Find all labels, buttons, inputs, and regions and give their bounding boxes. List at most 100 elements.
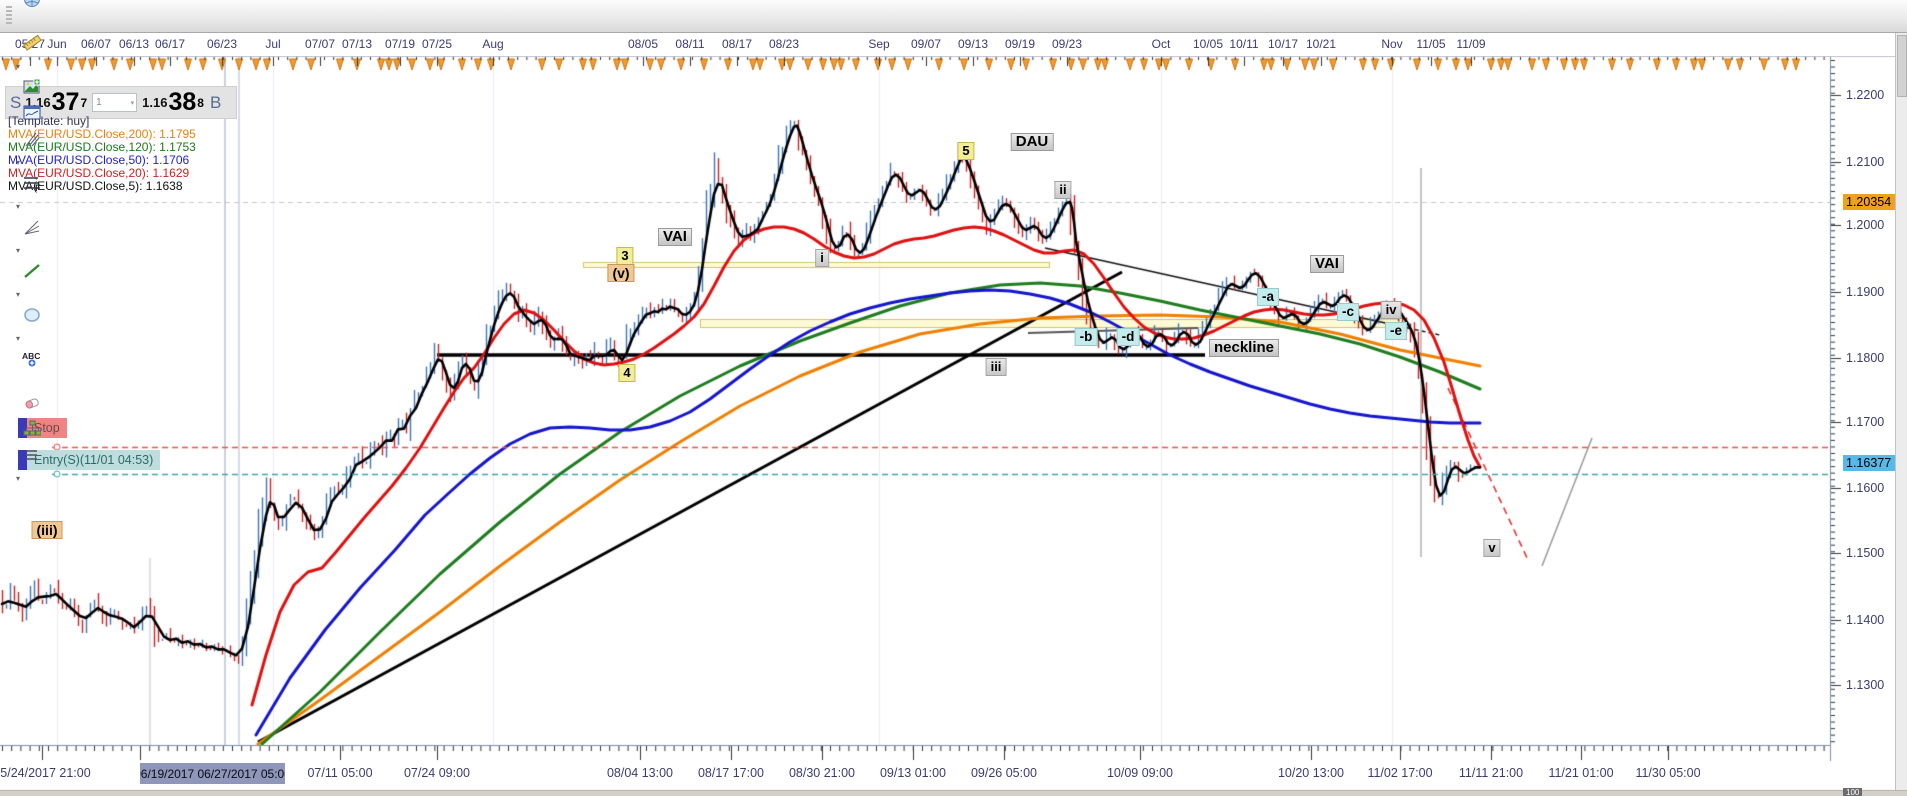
price-axis[interactable]: 1.2200 1.2100 1.2000 1.1900 1.1800 1.1700 1.16… [1830, 56, 1907, 764]
fibonacci-icon[interactable]: F [18, 170, 46, 196]
bottom-axis-label: 09/26 05:00 [970, 766, 1038, 780]
bottom-axis-label: 09/13 01:00 [879, 766, 947, 780]
top-axis-label: 10/05 [1192, 37, 1224, 51]
svg-text:F: F [35, 183, 41, 192]
fibonacci-icon-caret[interactable]: ▾ [16, 202, 21, 211]
wave-iii-paren-label[interactable]: (iii) [31, 521, 63, 539]
pitchfork-icon-caret[interactable]: ▾ [16, 158, 21, 167]
bid-price-big[interactable]: 37 [51, 88, 80, 116]
dau-label[interactable]: DAU [1010, 133, 1054, 151]
pitchfork-icon[interactable] [18, 126, 46, 152]
sell-side-label: S [10, 92, 22, 112]
top-axis-label: 08/11 [675, 37, 705, 51]
toolbar-grip[interactable] [6, 6, 12, 26]
wave-c-label[interactable]: -c [1336, 303, 1360, 321]
entry-order-chip[interactable]: Entry(S)(11/01 04:53) [18, 450, 161, 470]
buy-side-label: B [209, 92, 222, 112]
vai-left-label[interactable]: VAI [658, 228, 692, 246]
wave-e-label[interactable]: -e [1384, 322, 1408, 340]
amount-dropdown-icon[interactable]: ▾ [130, 99, 135, 107]
top-axis-label: 06/23 [206, 37, 238, 51]
image-icon[interactable] [18, 74, 46, 100]
indicator-legend: [Template: huy] MVA(EUR/USD.Close,200): 1… [8, 115, 196, 193]
ellipse-icon-caret[interactable]: ▾ [16, 334, 21, 343]
scrollbar-thumb[interactable] [1897, 35, 1907, 97]
bottom-status-strip [0, 790, 1907, 796]
bottom-axis-label: 11/02 17:00 [1367, 766, 1433, 780]
price-tag-1.16377: 1.16377 [1843, 455, 1896, 471]
top-axis-label: 06/07 [80, 37, 112, 51]
price-axis-label: 1.1700 [1846, 415, 1885, 429]
bottom-axis-label: 08/04 13:00 [606, 766, 674, 780]
order-handle-icon[interactable] [18, 450, 27, 470]
bottom-axis-label: 07/11 05:00 [307, 766, 373, 780]
top-axis-label: 09/23 [1051, 37, 1083, 51]
neckline-label[interactable]: neckline [1208, 339, 1280, 357]
top-date-axis[interactable]: 05/27Jun06/0706/1306/1706/23Jul07/0707/1… [0, 33, 1907, 56]
ask-price-small: 1.16 [142, 95, 168, 110]
top-axis-label: 11/09 [1456, 37, 1486, 51]
indicator-legend-line: MVA(EUR/USD.Close,20): 1.1629 [8, 166, 190, 180]
ruler-icon[interactable] [18, 30, 46, 56]
wave-v-small-label[interactable]: v [1483, 539, 1501, 557]
wave-iv-label[interactable]: iv [1380, 301, 1402, 319]
price-axis-label: 1.2100 [1846, 155, 1885, 169]
bottom-axis-label: 10/20 13:00 [1277, 766, 1345, 780]
ellipse-icon[interactable] [18, 302, 46, 328]
chart-window-icon[interactable] [18, 100, 46, 126]
price-axis-label: 1.1400 [1846, 613, 1885, 627]
quote-panel: S 1.16 37 7 1 ▾ 1.16 38 8 B [5, 86, 237, 119]
wave-i-label[interactable]: i [815, 249, 829, 267]
ask-price-big[interactable]: 38 [168, 88, 197, 116]
vai-right-label[interactable]: VAI [1310, 255, 1344, 273]
menu-list-icon-caret[interactable]: ▾ [16, 474, 21, 483]
price-axis-label: 1.1800 [1846, 351, 1885, 365]
top-axis-label: Jul [265, 37, 281, 51]
wave-iii-label[interactable]: iii [985, 358, 1007, 376]
bid-price-pip: 7 [80, 95, 88, 110]
top-axis-label: 10/17 [1267, 37, 1299, 51]
wave-5-label[interactable]: 5 [957, 142, 975, 160]
order-handle-icon[interactable] [18, 418, 27, 438]
wave-b-label[interactable]: -b [1074, 328, 1098, 346]
toolbar-items: EUR/USD▾x▾H4▾▾BidAskıQ▾▾▾F▾▾▾▾ABC▾ [16, 0, 118, 486]
bottom-axis-label: 11/11 21:00 [1458, 766, 1524, 780]
top-axis-label: 07/25 [421, 37, 453, 51]
ruler-icon-caret[interactable]: ▾ [16, 62, 21, 71]
top-axis-label: 08/05 [627, 37, 659, 51]
bottom-date-axis[interactable]: 05/24/2017 21:00 07/11 05:00 07/24 09:00 08… [0, 746, 1907, 790]
amount-value: 1 [96, 97, 102, 108]
price-axis-label: 1.1500 [1846, 546, 1885, 560]
trendline-icon-caret[interactable]: ▾ [16, 290, 21, 299]
wave-4-label[interactable]: 4 [618, 364, 636, 382]
top-axis-label: 10/11 [1229, 37, 1259, 51]
axis-selection-range[interactable]: 06/19/2017 06/27/2017 05:00 [140, 763, 285, 784]
fan-icon-caret[interactable]: ▾ [16, 246, 21, 255]
top-axis-label: 09/19 [1004, 37, 1036, 51]
top-axis-label: Jun [47, 37, 67, 51]
wave-v-paren-label[interactable]: (v) [607, 264, 635, 282]
amount-input[interactable]: 1 ▾ [92, 93, 138, 112]
trendline-icon[interactable] [18, 258, 46, 284]
web-icon[interactable] [18, 0, 46, 12]
eraser-icon[interactable] [18, 390, 46, 416]
vertical-scrollbar[interactable] [1895, 33, 1907, 790]
top-axis-label: 06/17 [154, 37, 186, 51]
wave-a-label[interactable]: -a [1256, 288, 1280, 306]
text-label-icon[interactable]: ABC [18, 346, 46, 372]
top-axis-label: 06/13 [118, 37, 150, 51]
structure-icon[interactable] [18, 416, 46, 442]
wave-3-label[interactable]: 3 [616, 247, 634, 265]
indicator-legend-line: MVA(EUR/USD.Close,120): 1.1753 [8, 140, 196, 154]
top-axis-label: 08/23 [768, 37, 800, 51]
menu-list-icon[interactable] [18, 442, 46, 468]
bottom-axis-label: 08/30 21:00 [788, 766, 856, 780]
bottom-axis-label: 11/21 01:00 [1548, 766, 1614, 780]
price-tag-1.20354: 1.20354 [1843, 194, 1896, 210]
wave-d-label[interactable]: -d [1116, 328, 1140, 346]
wave-ii-label[interactable]: ii [1054, 181, 1072, 199]
price-axis-label: 1.1600 [1846, 481, 1885, 495]
fan-icon[interactable] [18, 214, 46, 240]
